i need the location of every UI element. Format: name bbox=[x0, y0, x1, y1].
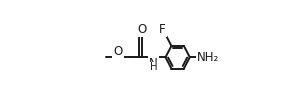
Text: NH₂: NH₂ bbox=[197, 51, 219, 64]
Text: H: H bbox=[150, 63, 157, 72]
Text: N: N bbox=[149, 57, 158, 70]
Text: O: O bbox=[137, 23, 146, 36]
Text: O: O bbox=[113, 45, 123, 58]
Text: F: F bbox=[159, 23, 166, 36]
